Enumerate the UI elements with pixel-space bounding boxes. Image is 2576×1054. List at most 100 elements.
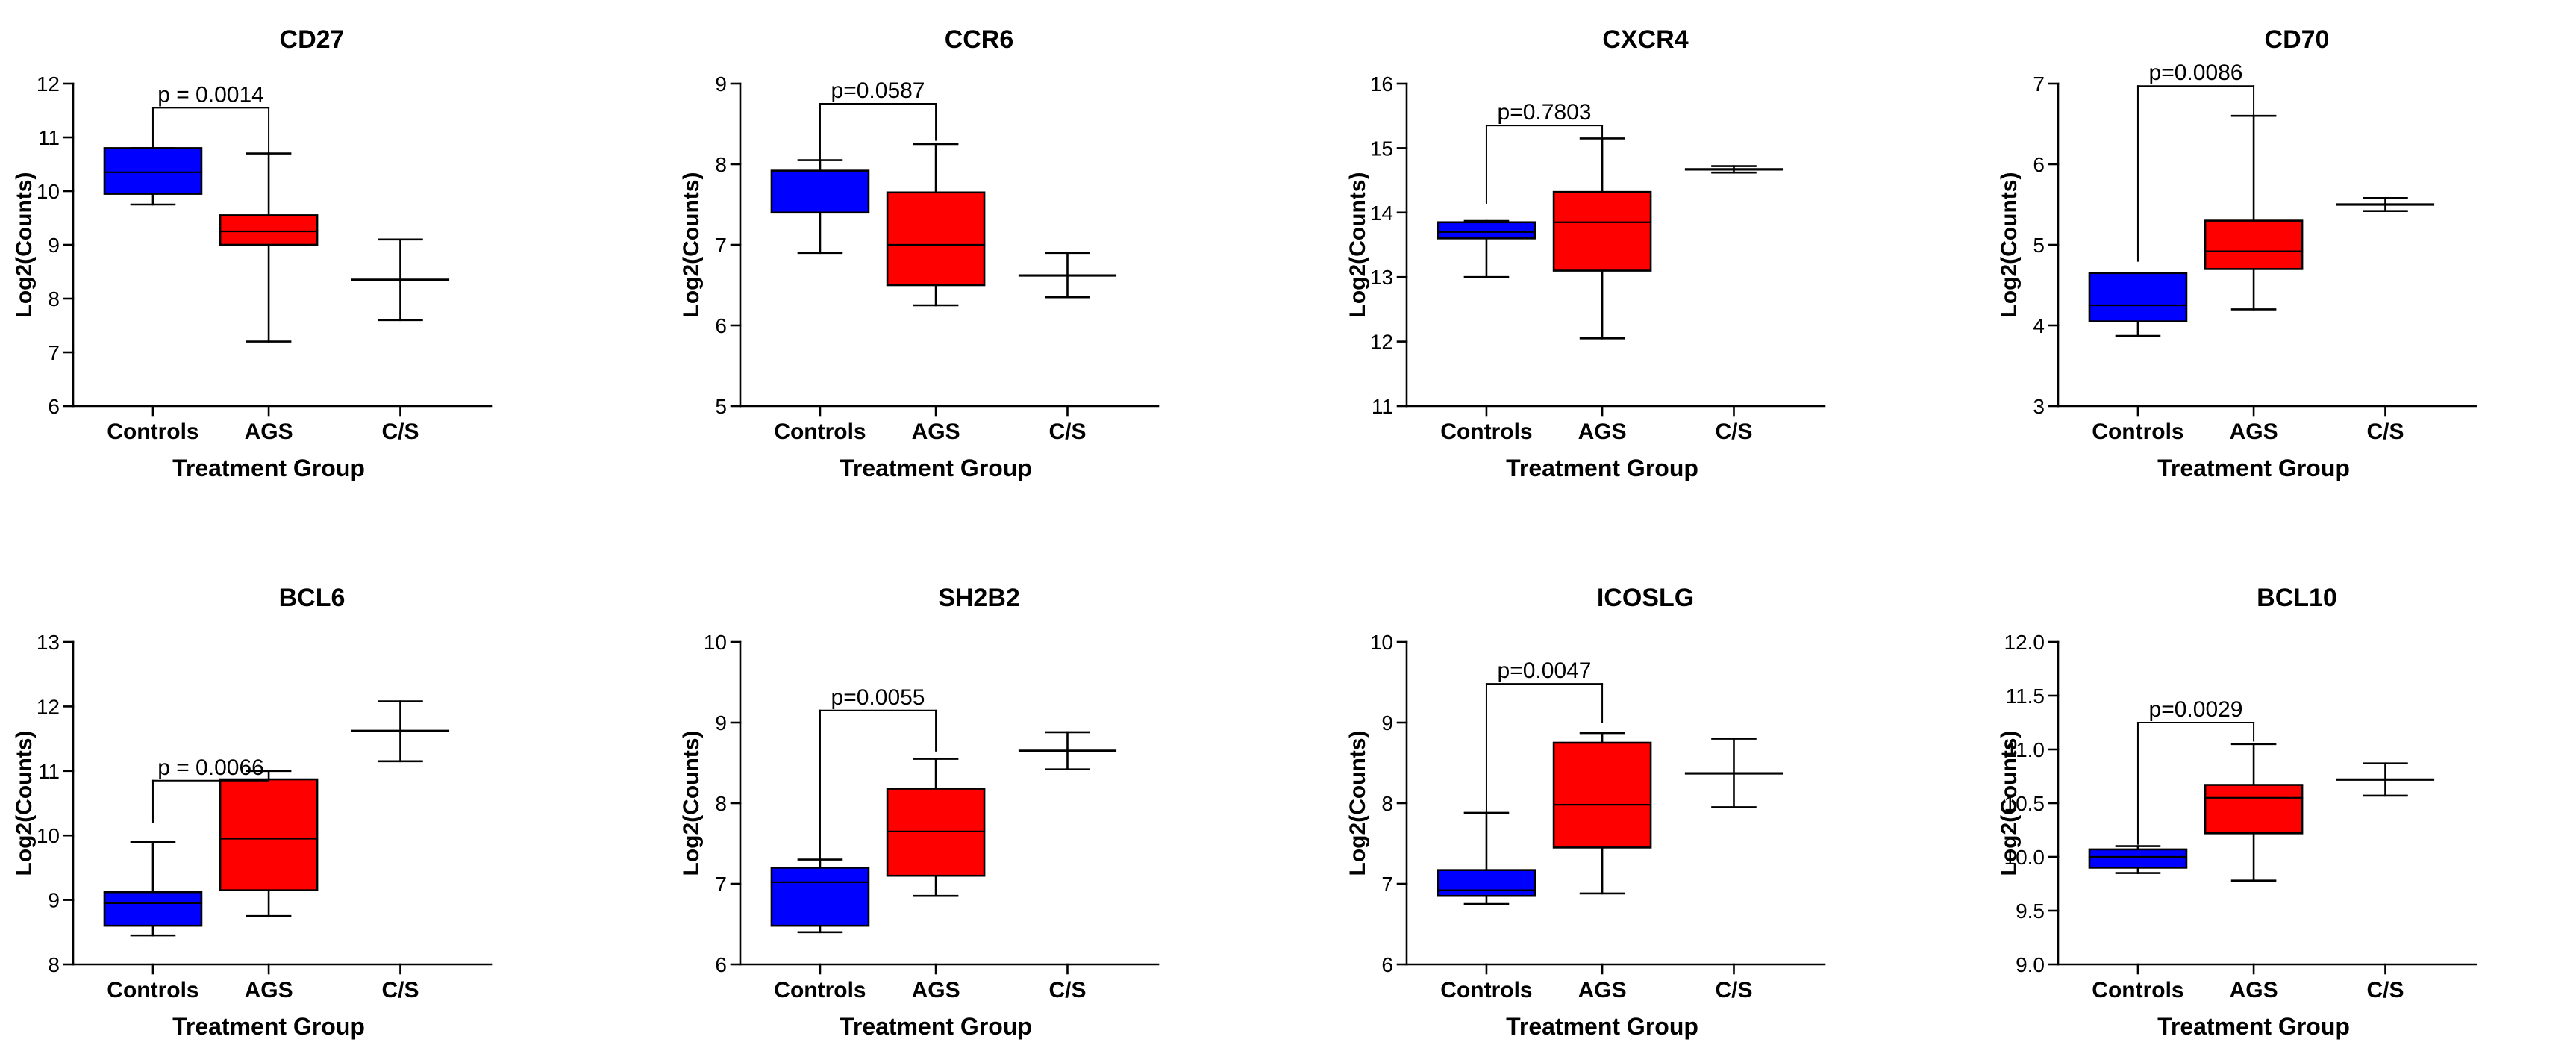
p-value-label: p = 0.0066 — [157, 755, 264, 780]
y-tick-label: 7 — [1381, 873, 1393, 896]
y-tick-label: 11.0 — [2006, 738, 2045, 761]
x-tick-label: AGS — [912, 420, 960, 444]
y-tick-label: 12 — [1370, 331, 1393, 354]
x-tick-label: AGS — [912, 978, 960, 1002]
y-tick-label: 6 — [48, 395, 60, 418]
y-tick-label: 10 — [37, 180, 60, 203]
series-cs-box — [351, 700, 450, 763]
chart-panel-cd70: CD70 3 4 5 6 7 Controls AGS C/S Treatment Group Lo… — [1997, 25, 2477, 481]
chart-panel-sh2b2: SH2B2 6 7 8 9 10 Controls AGS C/S Treatment Group… — [679, 584, 1160, 1040]
iqr-box — [1552, 190, 1652, 272]
series-ags-box — [2204, 743, 2304, 882]
x-tick-label: Controls — [107, 978, 198, 1002]
iqr-box — [2204, 219, 2304, 270]
y-tick-label: 9 — [715, 72, 727, 96]
significance-bracket: p=0.0055 — [819, 685, 937, 861]
significance-bracket: p=0.7803 — [1485, 100, 1604, 204]
y-tick-label: 8 — [48, 953, 60, 976]
y-tick-label: 6 — [2033, 153, 2045, 176]
significance-bracket: p = 0.0014 — [151, 82, 270, 155]
y-tick-label: 7 — [2033, 72, 2045, 96]
y-tick-label: 7 — [48, 341, 60, 364]
significance-bracket: p=0.0029 — [2136, 697, 2255, 845]
y-tick-label: 10 — [1370, 631, 1393, 654]
iqr-box — [2088, 848, 2188, 869]
y-tick-label: 6 — [715, 314, 727, 337]
series-controls-box — [1437, 219, 1536, 278]
x-tick-label: AGS — [1578, 978, 1627, 1002]
y-tick-label: 11 — [38, 760, 60, 783]
y-tick-label: 5 — [715, 395, 727, 418]
iqr-box — [1552, 741, 1652, 849]
x-tick-label: C/S — [2366, 420, 2404, 444]
y-axis-label: Log2(Counts) — [1997, 731, 2022, 876]
x-tick-label: C/S — [1048, 420, 1086, 444]
x-tick-label: C/S — [1715, 420, 1752, 444]
iqr-box — [886, 191, 986, 287]
x-tick-label: AGS — [2230, 420, 2278, 444]
y-tick-label: 9 — [1381, 711, 1393, 735]
y-axis-label: Log2(Counts) — [1345, 172, 1370, 318]
p-value-label: p=0.7803 — [1498, 100, 1592, 125]
y-axis-label: Log2(Counts) — [679, 172, 704, 318]
y-tick-label: 5 — [2033, 234, 2045, 257]
chart-title: SH2B2 — [938, 584, 1020, 612]
p-value-label: p=0.0086 — [2149, 60, 2243, 85]
significance-bracket: p=0.0587 — [819, 78, 937, 161]
iqr-box — [2204, 784, 2304, 835]
series-cs-box — [1684, 738, 1783, 808]
y-axis-label: Log2(Counts) — [12, 172, 37, 318]
series-cs-box — [2336, 197, 2435, 212]
series-ags-box — [1552, 732, 1652, 895]
series-cs-box — [1684, 165, 1783, 174]
iqr-box — [219, 778, 319, 891]
series-controls-box — [103, 147, 203, 206]
y-tick-label: 4 — [2033, 314, 2045, 337]
iqr-box — [1437, 869, 1536, 897]
x-axis-label: Treatment Group — [840, 455, 1032, 481]
y-tick-label: 9 — [715, 711, 727, 735]
x-axis-label: Treatment Group — [2157, 1013, 2350, 1040]
y-tick-label: 10.0 — [2004, 846, 2045, 869]
y-tick-label: 12 — [37, 72, 60, 96]
x-tick-label: Controls — [774, 978, 866, 1002]
series-ags-box — [886, 758, 986, 897]
y-tick-label: 8 — [715, 153, 727, 176]
x-axis-label: Treatment Group — [172, 455, 365, 481]
series-controls-box — [770, 858, 870, 934]
iqr-box — [103, 891, 203, 927]
series-controls-box — [770, 159, 870, 255]
chart-title: CCR6 — [945, 25, 1014, 54]
chart-panel-cxcr4: CXCR4 11 12 13 14 15 16 Controls AGS C/S Treatment… — [1345, 25, 1826, 481]
y-tick-label: 9 — [48, 889, 60, 912]
y-axis-label: Log2(Counts) — [12, 731, 37, 876]
y-tick-label: 7 — [715, 873, 727, 896]
x-tick-label: AGS — [1578, 420, 1627, 444]
y-tick-label: 8 — [1381, 792, 1393, 815]
y-tick-label: 16 — [1370, 72, 1393, 96]
chart-title: ICOSLG — [1597, 584, 1694, 612]
iqr-box — [770, 867, 870, 927]
x-tick-label: C/S — [2366, 978, 2404, 1002]
x-axis-label: Treatment Group — [2157, 455, 2350, 481]
iqr-box — [770, 169, 870, 214]
significance-bracket: p=0.0047 — [1485, 658, 1604, 812]
series-cs-box — [1018, 252, 1117, 299]
chart-panel-cd27: CD27 6 7 8 9 10 11 12 Controls AGS C/S Treatment Gr… — [12, 25, 493, 481]
chart-title: BCL6 — [279, 584, 346, 612]
chart-title: CD70 — [2265, 25, 2330, 54]
x-axis-label: Treatment Group — [1506, 455, 1698, 481]
chart-title: CD27 — [280, 25, 345, 54]
chart-panel-bcl10: BCL10 9.0 9.5 10.0 10.5 11.0 11.5 12.0 Controls A… — [1997, 584, 2477, 1040]
x-axis-label: Treatment Group — [1506, 1013, 1698, 1040]
x-tick-label: Controls — [774, 420, 866, 444]
y-tick-label: 13 — [37, 631, 60, 654]
iqr-box — [103, 147, 203, 195]
y-tick-label: 8 — [715, 792, 727, 815]
x-tick-label: C/S — [381, 978, 419, 1002]
chart-title: BCL10 — [2257, 584, 2337, 612]
series-cs-box — [1018, 731, 1117, 770]
p-value-label: p=0.0055 — [831, 685, 925, 710]
x-tick-label: AGS — [2230, 978, 2278, 1002]
y-tick-label: 10 — [37, 824, 60, 847]
